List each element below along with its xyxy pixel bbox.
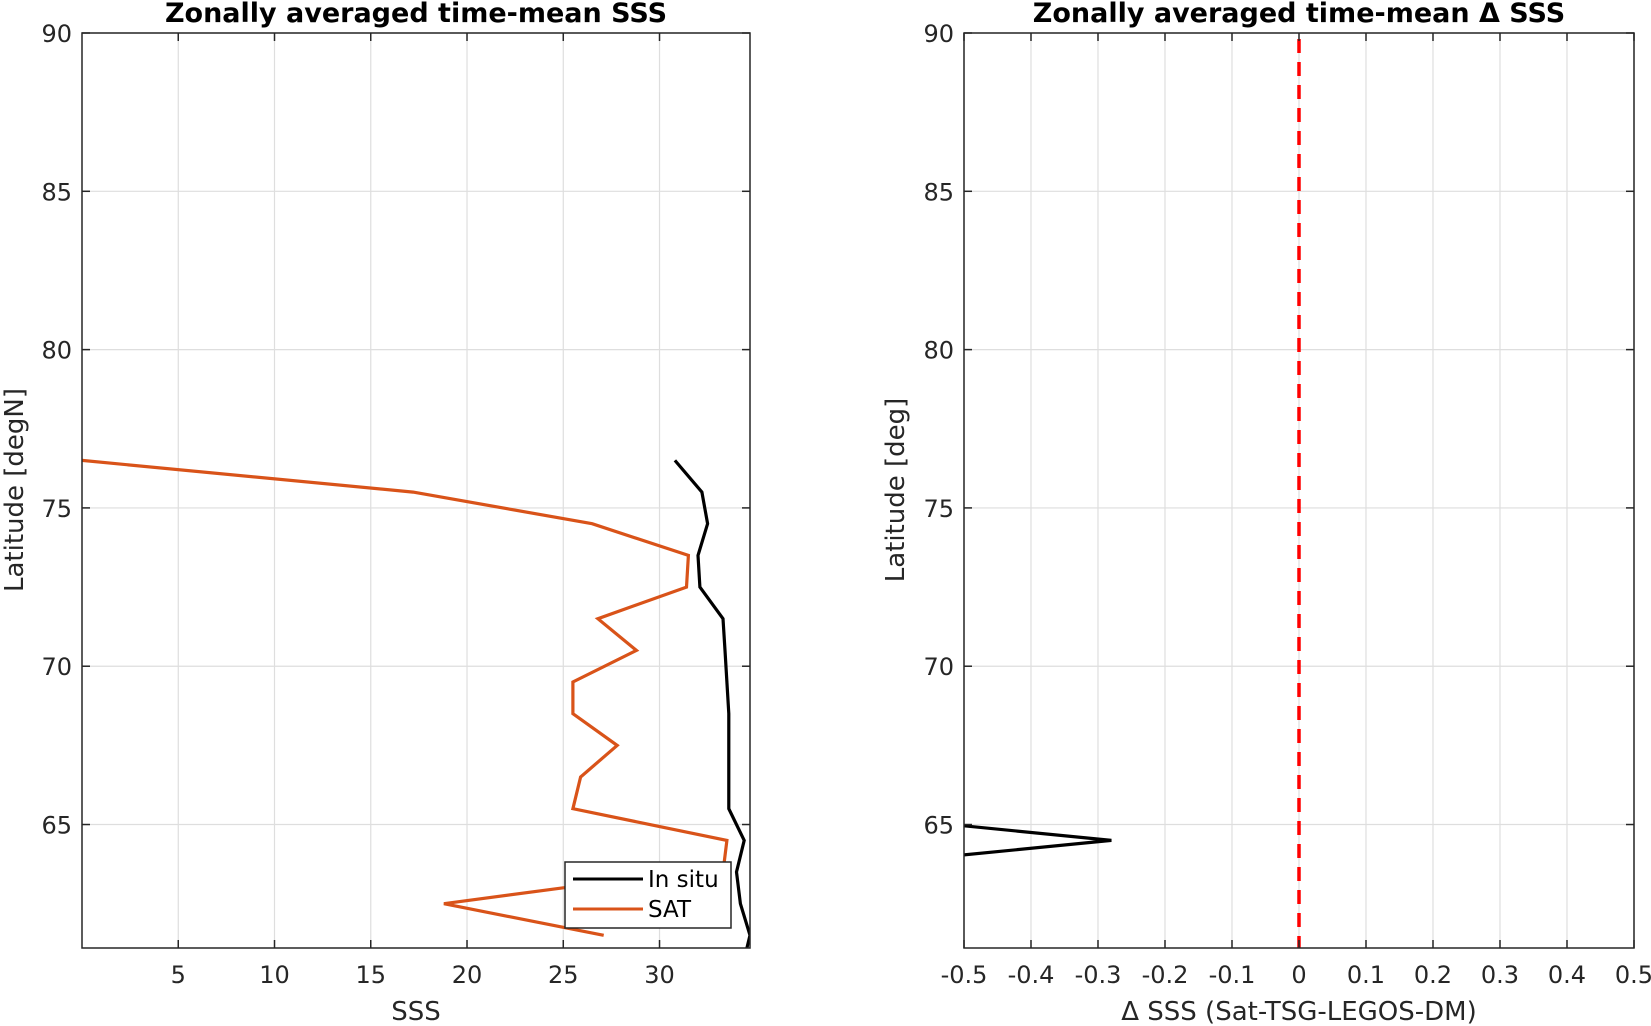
delta-sss-y-axis-label: Latitude [deg] xyxy=(881,398,911,583)
sss-series-in-situ xyxy=(673,459,750,948)
delta-sss-x-tick-label: 0.3 xyxy=(1481,961,1519,989)
sss-ticks: 5 10 15 20 25 30 65 70 75 80 85 90 xyxy=(41,20,750,989)
sss-y-axis-label: Latitude [degN] xyxy=(0,388,30,592)
delta-sss-ticks: -0.5 -0.4 -0.3 -0.2 -0.1 0 0.1 0.2 0.3 0.4 0.5 65 70… xyxy=(923,20,1651,989)
sss-y-tick-label: 90 xyxy=(41,20,72,48)
delta-sss-x-tick-label: 0.2 xyxy=(1414,961,1452,989)
delta-sss-x-tick-label: -0.1 xyxy=(1209,961,1256,989)
delta-sss-series-line-0 xyxy=(964,824,1112,857)
sss-grid xyxy=(82,32,750,948)
legend-label-in-situ: In situ xyxy=(648,867,719,893)
delta-sss-x-tick-label: 0 xyxy=(1291,961,1306,989)
delta-sss-series-group xyxy=(964,39,1301,948)
delta-sss-x-axis-label: Δ SSS (Sat-TSG-LEGOS-DM) xyxy=(1121,997,1477,1026)
sss-x-tick-label: 20 xyxy=(452,961,483,989)
sss-legend: In situ SAT xyxy=(564,861,732,929)
sss-y-tick-label: 70 xyxy=(41,653,72,681)
sss-x-tick-label: 30 xyxy=(644,961,675,989)
sss-y-tick-label: 65 xyxy=(41,812,72,840)
sss-x-axis-label: SSS xyxy=(391,997,441,1026)
delta-sss-x-tick-label: -0.5 xyxy=(941,961,988,989)
sss-y-tick-label: 85 xyxy=(41,178,72,206)
sss-x-tick-label: 15 xyxy=(355,961,386,989)
delta-sss-x-tick-label: 0.5 xyxy=(1615,961,1651,989)
sss-axes-box xyxy=(81,32,751,949)
delta-sss-x-tick-label: -0.4 xyxy=(1008,961,1055,989)
legend-box xyxy=(564,861,732,929)
sss-x-tick-label: 5 xyxy=(171,961,186,989)
sss-x-tick-label: 25 xyxy=(548,961,579,989)
delta-sss-y-tick-label: 65 xyxy=(923,812,954,840)
delta-sss-x-tick-label: -0.2 xyxy=(1142,961,1189,989)
delta-sss-chart-title: Zonally averaged time-mean Δ SSS xyxy=(1033,0,1565,29)
sss-chart-title: Zonally averaged time-mean SSS xyxy=(165,0,667,29)
sss-x-tick-label: 10 xyxy=(259,961,290,989)
sss-y-tick-label: 75 xyxy=(41,495,72,523)
delta-sss-panel: -0.5 -0.4 -0.3 -0.2 -0.1 0 0.1 0.2 0.3 0.4 0.5 65 70… xyxy=(881,0,1651,1026)
delta-sss-y-tick-label: 75 xyxy=(923,495,954,523)
delta-sss-y-tick-label: 80 xyxy=(923,337,954,365)
legend-label-sat: SAT xyxy=(648,897,692,923)
delta-sss-y-tick-label: 90 xyxy=(923,20,954,48)
delta-sss-y-tick-label: 85 xyxy=(923,178,954,206)
delta-sss-x-tick-label: -0.3 xyxy=(1075,961,1122,989)
sss-y-tick-label: 80 xyxy=(41,337,72,365)
delta-sss-y-tick-label: 70 xyxy=(923,653,954,681)
sss-panel: 5 10 15 20 25 30 65 70 75 80 85 90 Zonally averaged… xyxy=(0,0,751,1026)
delta-sss-x-tick-label: 0.4 xyxy=(1548,961,1586,989)
delta-sss-x-tick-label: 0.1 xyxy=(1347,961,1385,989)
